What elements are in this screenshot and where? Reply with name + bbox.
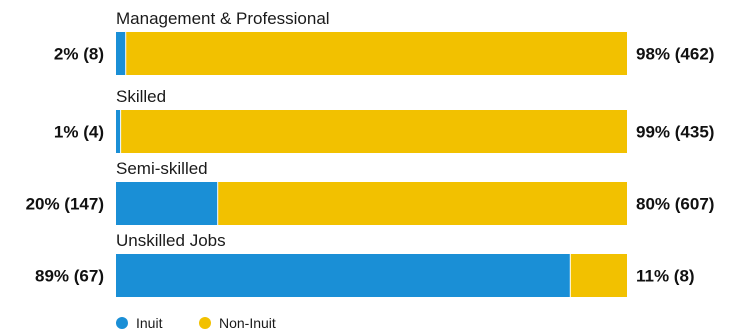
- data-label-inuit: 1% (4): [54, 123, 104, 142]
- legend-label: Inuit: [136, 315, 163, 331]
- category-label: Skilled: [116, 87, 166, 106]
- category-label: Semi-skilled: [116, 159, 208, 178]
- bar-segment-inuit: [116, 182, 219, 225]
- labels-layer: Management & Professional 2% (8) 98% (462)…: [26, 9, 715, 286]
- category-label: Management & Professional: [116, 9, 330, 28]
- data-label-non-inuit: 98% (462): [636, 45, 714, 64]
- bar-segment-non-inuit: [218, 182, 627, 225]
- data-label-non-inuit: 80% (607): [636, 195, 714, 214]
- data-label-non-inuit: 99% (435): [636, 123, 714, 142]
- bar-segment-non-inuit: [570, 254, 627, 297]
- bar-segment-inuit: [116, 32, 127, 75]
- category-label: Unskilled Jobs: [116, 231, 226, 250]
- legend: Inuit Non-Inuit: [116, 315, 276, 331]
- legend-swatch: [199, 317, 211, 329]
- data-label-inuit: 20% (147): [26, 195, 104, 214]
- bar-segment-non-inuit: [126, 32, 627, 75]
- bar-segment-inuit: [116, 110, 122, 153]
- legend-item-non-inuit: Non-Inuit: [199, 315, 276, 331]
- data-label-non-inuit: 11% (8): [636, 267, 695, 286]
- legend-swatch: [116, 317, 128, 329]
- data-label-inuit: 89% (67): [35, 267, 104, 286]
- legend-item-inuit: Inuit: [116, 315, 163, 331]
- data-label-inuit: 2% (8): [54, 45, 104, 64]
- bars-layer: [116, 32, 628, 297]
- bar-segment-inuit: [116, 254, 571, 297]
- bar-segment-non-inuit: [121, 110, 628, 153]
- legend-label: Non-Inuit: [219, 315, 276, 331]
